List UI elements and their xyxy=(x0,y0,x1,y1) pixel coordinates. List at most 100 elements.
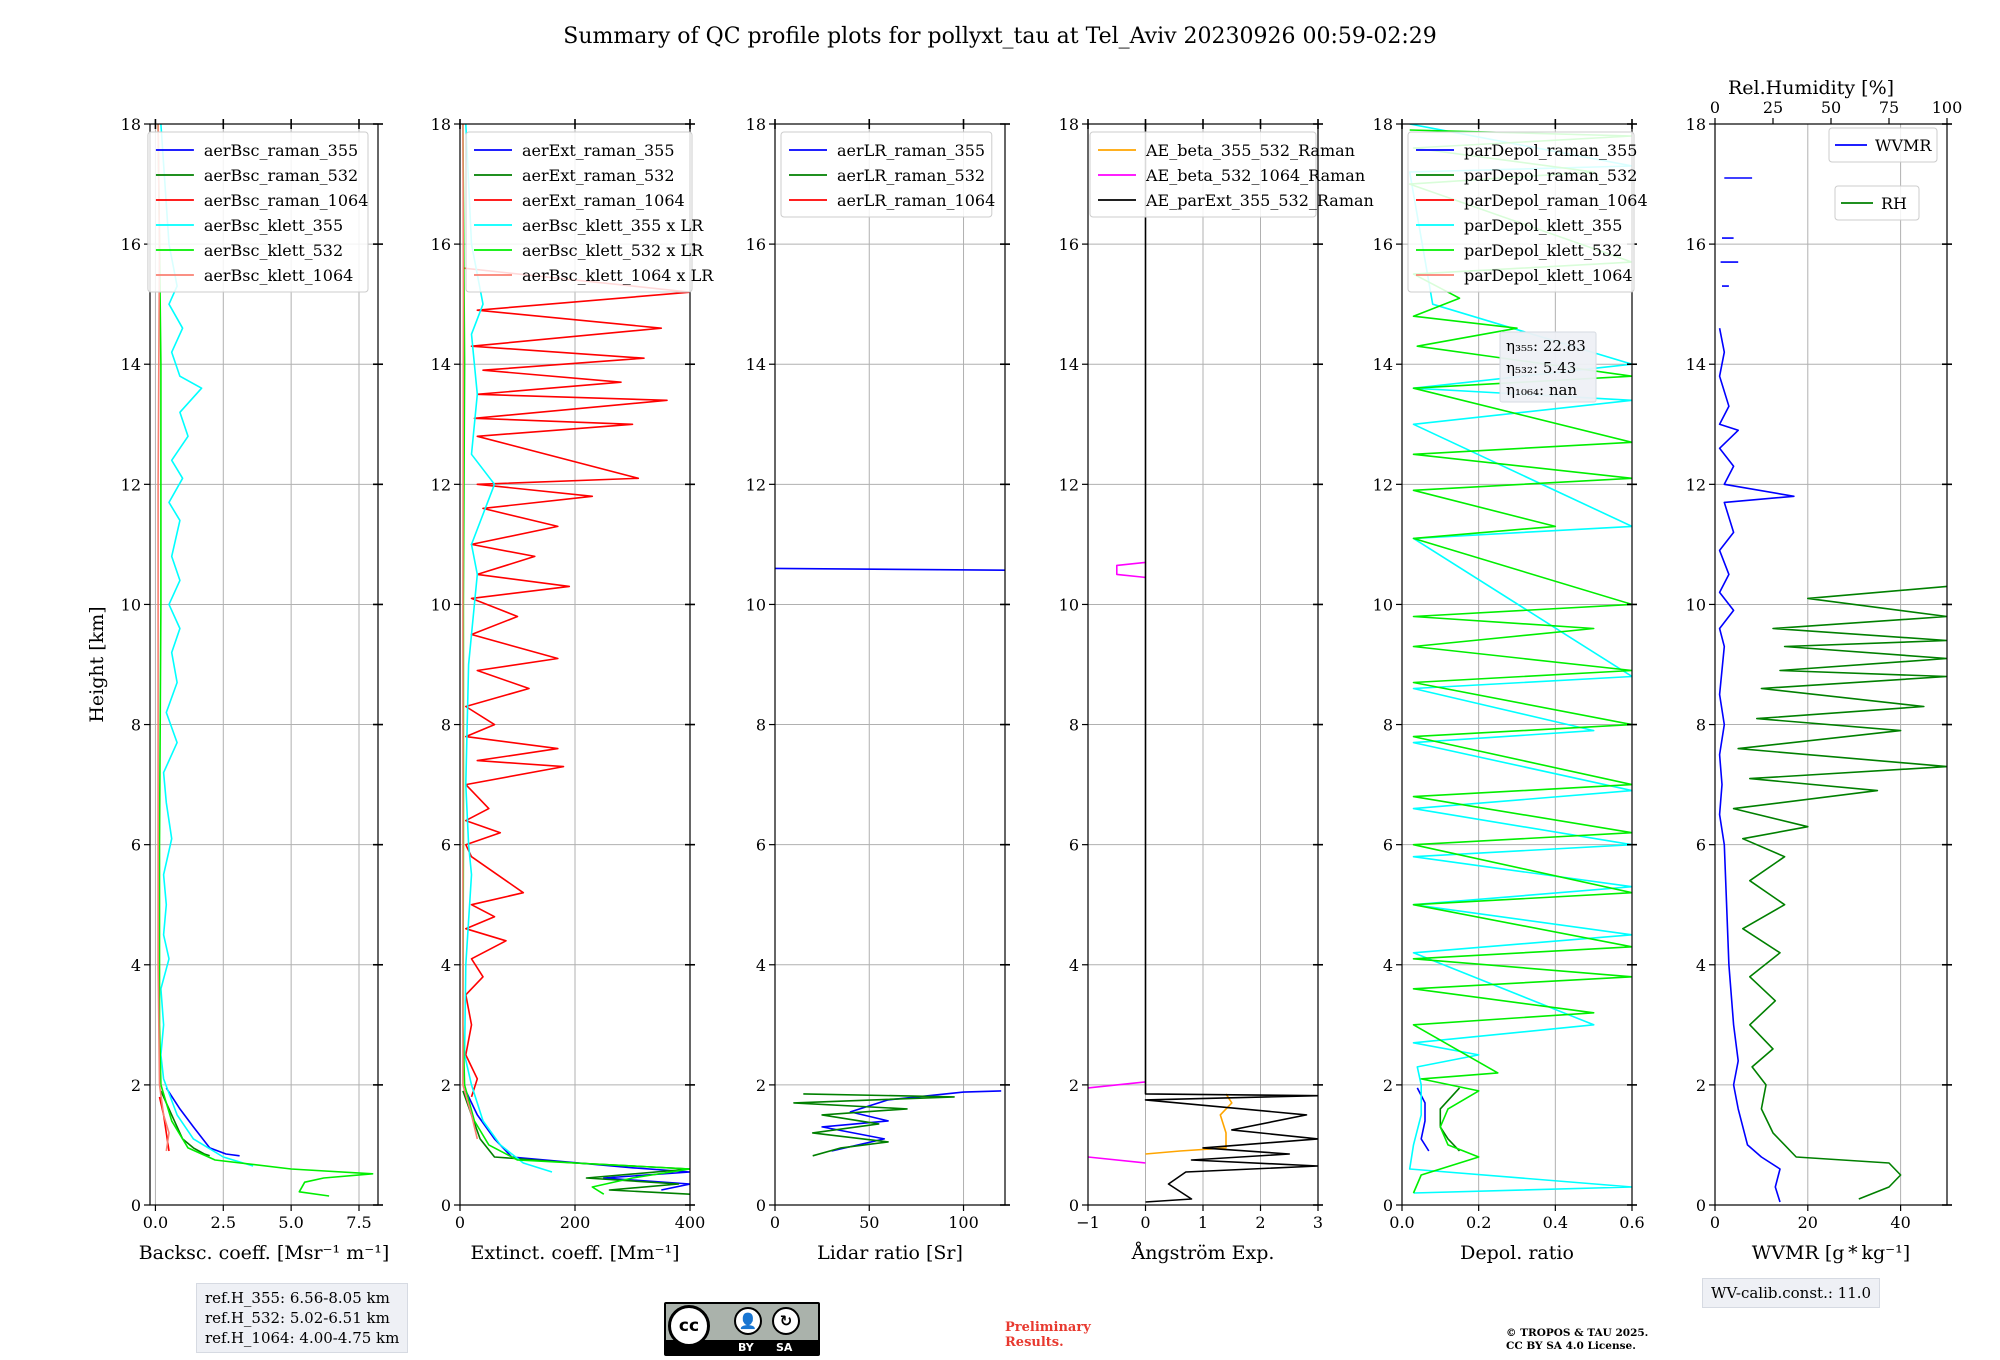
ytick-label: 2 xyxy=(131,1076,141,1095)
preliminary-line2: Results. xyxy=(1005,1335,1064,1350)
xtick-label: 200 xyxy=(560,1213,591,1232)
legend-box xyxy=(465,131,693,293)
series-aerLR_raman_355 xyxy=(775,567,1005,1152)
ytick-label: 2 xyxy=(1069,1076,1079,1095)
ytick-label: 12 xyxy=(1373,475,1393,494)
data-layer xyxy=(1088,124,1318,1203)
ytick-label: 8 xyxy=(1069,716,1079,735)
series-WVMR xyxy=(1718,177,1795,1203)
ytick-label: 8 xyxy=(1383,716,1393,735)
ytick-label: 16 xyxy=(746,235,766,254)
legend: aerLR_raman_355 aerLR_raman_532 aerLR_rama… xyxy=(780,131,995,218)
legend-label: aerLR_raman_355 xyxy=(837,141,985,160)
series-aerBsc_klett_355 xyxy=(160,124,254,1167)
legend-box xyxy=(1834,185,1920,221)
ytick-label: 8 xyxy=(1696,716,1706,735)
legend-label: aerExt_raman_1064 xyxy=(522,191,685,210)
ytick-label: 4 xyxy=(1696,956,1706,975)
ytick-label: 2 xyxy=(441,1076,451,1095)
series-aerBsc_raman_355 xyxy=(165,1087,240,1157)
x2label: Rel.Humidity [%] xyxy=(1728,77,1894,99)
series-parDepol_raman_355 xyxy=(1416,1087,1430,1152)
legend-box xyxy=(1089,131,1317,218)
ytick-label: 18 xyxy=(121,115,141,134)
legend-box xyxy=(1828,127,1938,163)
data-layer xyxy=(157,124,374,1197)
ytick-label: 0 xyxy=(1383,1196,1393,1215)
ytick-label: 6 xyxy=(1383,836,1393,855)
ytick-label: 12 xyxy=(746,475,766,494)
share-alike-icon: ↻ xyxy=(772,1307,800,1335)
ytick-label: 0 xyxy=(1696,1196,1706,1215)
legend: aerExt_raman_355 aerExt_raman_532 aerExt_r… xyxy=(465,131,714,293)
series-AE_parExt_355_532_Raman xyxy=(1144,124,1318,1203)
series-aerBsc_klett_532 xyxy=(157,124,374,1197)
xtick-label: 0.6 xyxy=(1619,1213,1644,1232)
ytick-label: 12 xyxy=(121,475,141,494)
series-RH xyxy=(1732,585,1947,1200)
license-sa-label: SA xyxy=(776,1341,793,1354)
legend-WVMR: WVMR xyxy=(1828,127,1938,163)
axes-frame xyxy=(774,123,1006,1206)
series-parDepol_klett_355 xyxy=(1408,124,1632,1194)
annotation-box xyxy=(1499,331,1597,403)
series-aerExt_raman_355 xyxy=(465,1090,690,1191)
ytick-label: 12 xyxy=(1686,475,1706,494)
x2tick-label: 75 xyxy=(1879,98,1899,117)
xtick-label: 5.0 xyxy=(278,1213,303,1232)
x2tick-label: 100 xyxy=(1932,98,1963,117)
xlabel: Lidar ratio [Sr] xyxy=(817,1242,963,1264)
ytick-label: 2 xyxy=(1383,1076,1393,1095)
cc-logo-icon: cc xyxy=(668,1305,710,1347)
ytick-label: 0 xyxy=(441,1196,451,1215)
figure-title: Summary of QC profile plots for pollyxt_… xyxy=(563,24,1436,49)
xtick-label: 100 xyxy=(948,1213,979,1232)
ytick-label: 0 xyxy=(131,1196,141,1215)
ytick-label: 16 xyxy=(1686,235,1706,254)
series-aerBsc_klett_1064 xyxy=(157,124,170,1152)
ytick-label: 14 xyxy=(121,355,141,374)
legend-label: aerLR_raman_532 xyxy=(837,166,985,185)
eta-annotation: η₃₅₅: 22.83 η₅₃₂: 5.43 η₁₀₆₄: nan xyxy=(1499,331,1597,403)
series-AE_beta_532_1064_Raman xyxy=(1088,561,1146,1164)
xtick-label: 0.2 xyxy=(1466,1213,1491,1232)
x2tick-label: 25 xyxy=(1763,98,1783,117)
ytick-label: 4 xyxy=(756,956,766,975)
ytick-label: 0 xyxy=(756,1196,766,1215)
xtick-label: 50 xyxy=(859,1213,879,1232)
ytick-label: 14 xyxy=(1686,355,1706,374)
panel-depol: 0 2 4 6 8 10 12 14 16 18 0.0 0.2 0.4 0.6 Depol. ratio p… xyxy=(1373,115,1648,1264)
xtick-label: 40 xyxy=(1890,1213,1910,1232)
legend-label: WVMR xyxy=(1875,136,1932,155)
cc-license-badge: cc 👤 ↻ BY SA xyxy=(664,1302,820,1356)
ytick-label: 2 xyxy=(756,1076,766,1095)
ytick-label: 16 xyxy=(1059,235,1079,254)
ytick-label: 10 xyxy=(121,595,141,614)
ytick-label: 10 xyxy=(746,595,766,614)
legend-label: aerBsc_raman_532 xyxy=(204,166,358,185)
ytick-label: 6 xyxy=(441,836,451,855)
xtick-label: 2.5 xyxy=(211,1213,236,1232)
ytick-label: 4 xyxy=(131,956,141,975)
ytick-label: 16 xyxy=(1373,235,1393,254)
series-AE_beta_355_532_Raman xyxy=(1145,1093,1233,1155)
legend-label: parDepol_raman_532 xyxy=(1464,166,1637,185)
eta-value: η₃₅₅: 22.83 xyxy=(1506,337,1586,355)
panel-lr: 0 2 4 6 8 10 12 14 16 18 0 50 100 Lidar ratio [Sr] aer… xyxy=(746,115,1010,1264)
legend-RH: RH xyxy=(1834,185,1920,221)
legend: aerBsc_raman_355 aerBsc_raman_532 aerBsc_r… xyxy=(147,131,369,293)
wv-calibration-box: WV-calib.const.: 11.0 xyxy=(1702,1278,1881,1308)
panel-bsc: 0 2 4 6 8 10 12 14 16 18 0.0 2.5 5.0 7.5 Backsc. coeff… xyxy=(86,115,389,1264)
ytick-label: 12 xyxy=(431,475,451,494)
series-aerLR_raman_532 xyxy=(793,1093,955,1157)
attribution-icon: 👤 xyxy=(734,1307,762,1335)
xtick-label: 0.0 xyxy=(143,1213,168,1232)
xtick-label: 0 xyxy=(770,1213,780,1232)
legend-label: aerLR_raman_1064 xyxy=(837,191,995,210)
ytick-label: 14 xyxy=(746,355,766,374)
xlabel: Backsc. coeff. [Msr⁻¹ m⁻¹] xyxy=(139,1242,390,1264)
legend-label: RH xyxy=(1881,194,1907,213)
